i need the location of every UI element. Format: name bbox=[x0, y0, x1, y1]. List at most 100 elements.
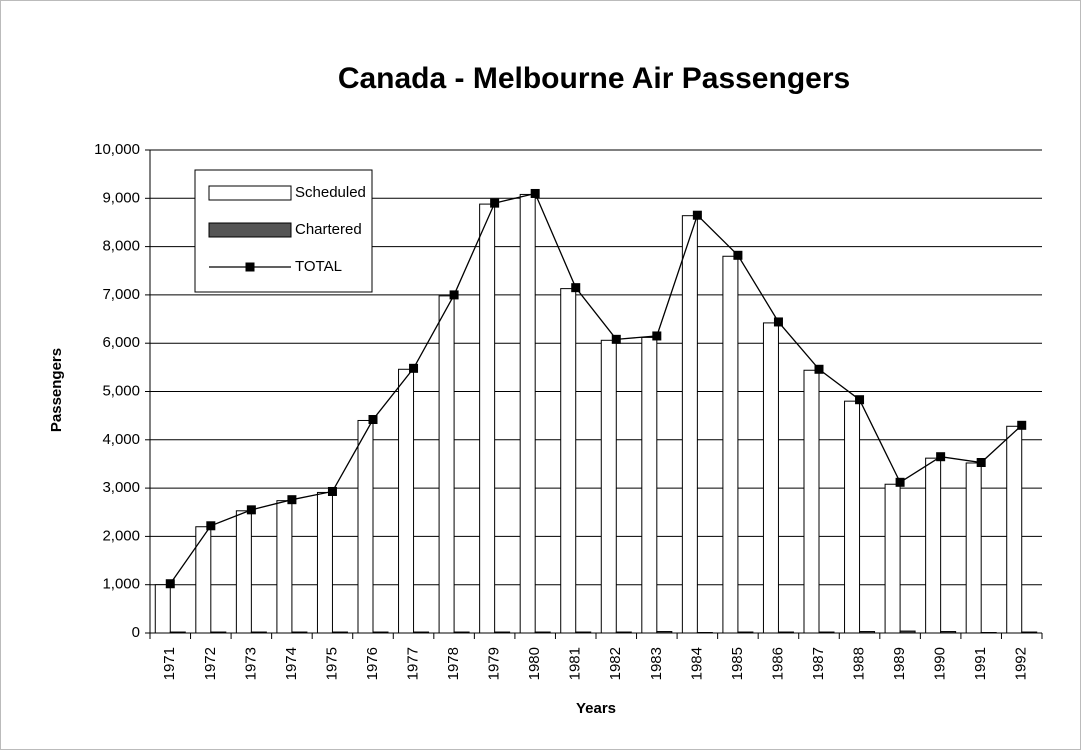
bar bbox=[398, 368, 415, 634]
bar bbox=[899, 630, 916, 634]
bar bbox=[818, 631, 835, 634]
marker bbox=[449, 290, 459, 300]
bar bbox=[925, 457, 942, 634]
marker bbox=[571, 283, 581, 293]
x-tick-label: 1987 bbox=[810, 647, 827, 680]
bar bbox=[169, 631, 186, 634]
marker bbox=[976, 458, 986, 468]
bar bbox=[641, 336, 658, 634]
bar bbox=[1021, 631, 1038, 634]
bar bbox=[803, 369, 820, 634]
bar bbox=[722, 255, 739, 634]
marker bbox=[814, 364, 824, 374]
marker bbox=[855, 395, 865, 405]
y-tick-label: 5,000 bbox=[102, 382, 140, 399]
y-tick-label: 1,000 bbox=[102, 576, 140, 593]
bar bbox=[777, 631, 794, 634]
x-tick-label: 1990 bbox=[932, 647, 949, 680]
bar bbox=[357, 419, 374, 634]
legend-swatch bbox=[245, 262, 255, 272]
x-tick-label: 1992 bbox=[1013, 647, 1030, 680]
bar bbox=[154, 584, 171, 634]
y-tick-label: 10,000 bbox=[94, 141, 140, 158]
bar bbox=[276, 500, 293, 634]
legend-swatch bbox=[208, 185, 292, 201]
y-tick-label: 6,000 bbox=[102, 334, 140, 351]
marker bbox=[490, 198, 500, 208]
marker bbox=[206, 521, 216, 531]
bar bbox=[600, 339, 617, 634]
legend-swatch bbox=[208, 222, 292, 238]
marker bbox=[409, 363, 419, 373]
marker bbox=[692, 210, 702, 220]
bar bbox=[210, 631, 227, 634]
bar bbox=[438, 295, 455, 634]
bar bbox=[453, 631, 470, 634]
x-tick-label: 1984 bbox=[688, 647, 705, 680]
x-tick-label: 1986 bbox=[769, 647, 786, 680]
x-tick-label: 1972 bbox=[202, 647, 219, 680]
bar bbox=[479, 203, 496, 634]
y-axis-label: Passengers bbox=[48, 348, 65, 432]
x-tick-label: 1988 bbox=[851, 647, 868, 680]
legend-label: Scheduled bbox=[295, 184, 366, 201]
x-tick-label: 1981 bbox=[567, 647, 584, 680]
line bbox=[169, 192, 1023, 585]
marker bbox=[895, 477, 905, 487]
bar bbox=[656, 631, 673, 634]
bar bbox=[372, 631, 389, 634]
marker bbox=[773, 317, 783, 327]
x-tick-label: 1975 bbox=[323, 647, 340, 680]
y-tick-label: 2,000 bbox=[102, 527, 140, 544]
x-tick-label: 1973 bbox=[242, 647, 259, 680]
marker bbox=[936, 452, 946, 462]
y-tick-label: 8,000 bbox=[102, 238, 140, 255]
x-tick-label: 1983 bbox=[648, 647, 665, 680]
bar bbox=[413, 631, 430, 634]
x-tick-label: 1971 bbox=[161, 647, 178, 680]
bar bbox=[575, 631, 592, 634]
marker bbox=[165, 579, 175, 589]
bar bbox=[859, 631, 876, 634]
x-tick-label: 1976 bbox=[364, 647, 381, 680]
bar bbox=[681, 215, 698, 634]
x-tick-label: 1980 bbox=[526, 647, 543, 680]
y-tick-label: 9,000 bbox=[102, 189, 140, 206]
y-tick-label: 7,000 bbox=[102, 286, 140, 303]
bar bbox=[519, 193, 536, 634]
marker bbox=[733, 250, 743, 260]
marker bbox=[287, 495, 297, 505]
x-tick-label: 1979 bbox=[486, 647, 503, 680]
legend-label: TOTAL bbox=[295, 258, 342, 275]
bar bbox=[291, 631, 308, 634]
bar bbox=[844, 400, 861, 634]
bar bbox=[235, 510, 252, 634]
x-tick-label: 1974 bbox=[283, 647, 300, 680]
chart-title: Canada - Melbourne Air Passengers bbox=[338, 62, 850, 95]
bar bbox=[762, 322, 779, 634]
marker bbox=[246, 505, 256, 515]
bar bbox=[534, 631, 551, 634]
marker bbox=[1017, 420, 1027, 430]
marker bbox=[327, 486, 337, 496]
x-tick-label: 1985 bbox=[729, 647, 746, 680]
marker bbox=[368, 415, 378, 425]
bar bbox=[494, 631, 511, 634]
y-tick-label: 0 bbox=[132, 624, 140, 641]
bar bbox=[316, 491, 333, 634]
bar bbox=[615, 631, 632, 634]
marker bbox=[652, 331, 662, 341]
y-tick-label: 4,000 bbox=[102, 431, 140, 448]
bar bbox=[965, 462, 982, 634]
x-axis-label: Years bbox=[576, 700, 616, 717]
x-tick-label: 1989 bbox=[891, 647, 908, 680]
bar bbox=[1006, 425, 1023, 634]
bar bbox=[250, 631, 267, 634]
x-tick-label: 1978 bbox=[445, 647, 462, 680]
bar bbox=[195, 526, 212, 634]
bar bbox=[940, 631, 957, 634]
legend-label: Chartered bbox=[295, 221, 362, 238]
